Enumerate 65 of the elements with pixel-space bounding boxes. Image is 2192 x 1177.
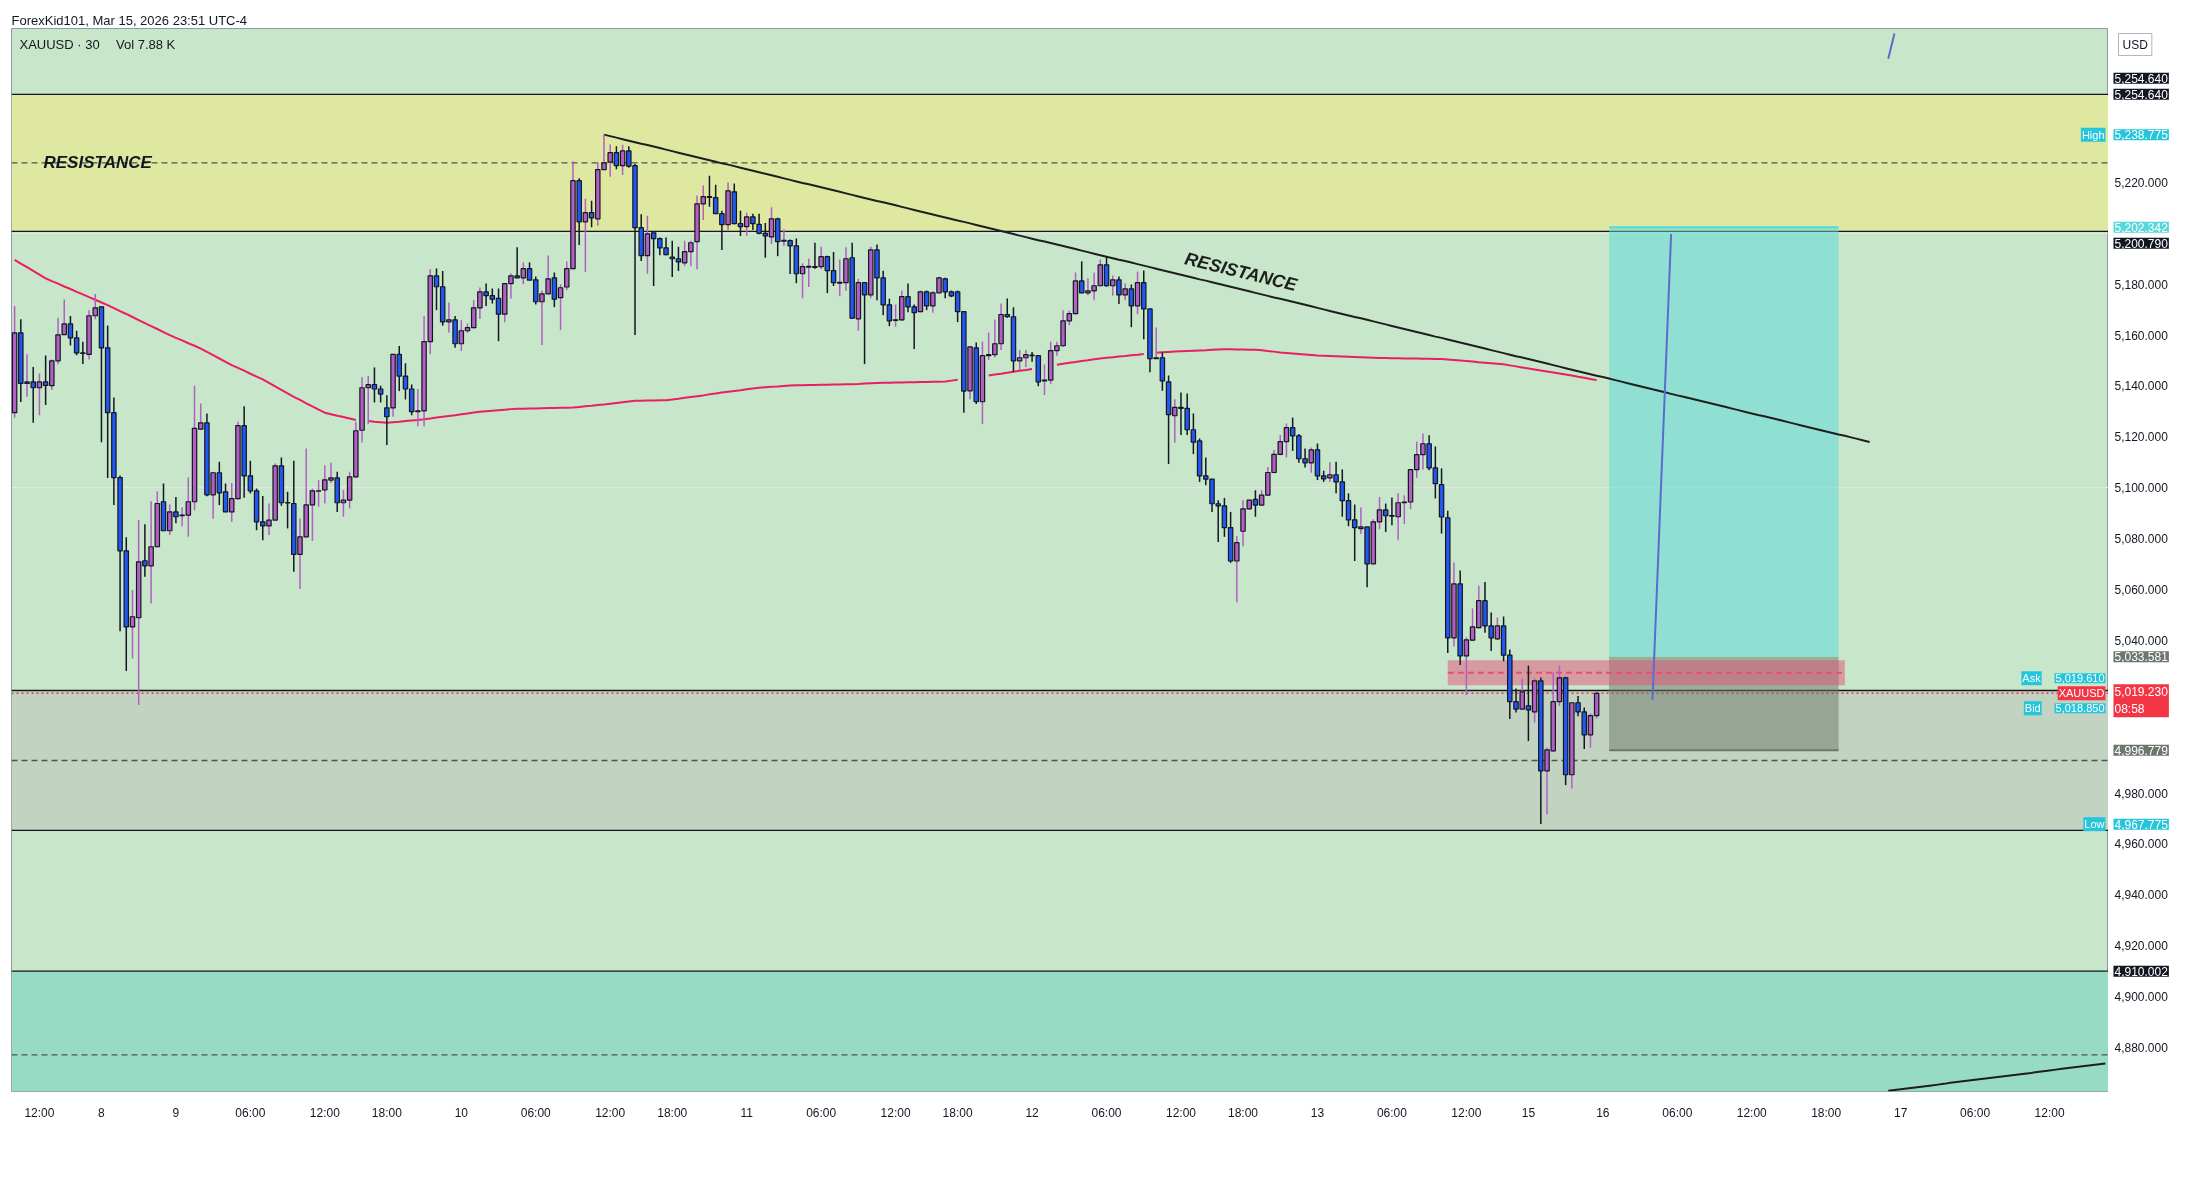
x-tick-label: 12:00 [595, 1105, 626, 1120]
x-tick-label: 18:00 [371, 1105, 403, 1120]
x-tick-label: 17 [1893, 1105, 1908, 1120]
x-tick-label: 18:00 [657, 1105, 688, 1120]
y-tick-label: 5,080.000 [2114, 532, 2169, 547]
y-tick-label: 4,940.000 [2114, 888, 2169, 903]
x-tick-label: 12:00 [1736, 1105, 1768, 1120]
annotation: Ask [2022, 672, 2042, 685]
y-tick-label: 5,238.775 [2114, 128, 2169, 143]
x-tick-label: 9 [172, 1105, 180, 1120]
x-tick-label: 15 [1521, 1105, 1536, 1120]
y-tick-label: 5,160.000 [2114, 328, 2169, 343]
x-tick-label: 12:00 [2034, 1105, 2065, 1120]
x-tick-label: 8 [98, 1105, 106, 1120]
y-tick-label: 5,180.000 [2114, 277, 2169, 292]
x-tick-label: 18:00 [1228, 1105, 1259, 1120]
x-tick-label: 13 [1310, 1105, 1325, 1120]
ref-line-label: 4,910.002 [2114, 964, 2169, 979]
y-tick-label: 4,960.000 [2114, 837, 2169, 852]
x-tick-label: 12:00 [1451, 1105, 1482, 1120]
x-tick-label: 18:00 [942, 1105, 973, 1120]
y-tick-label: 5,254.640 [2114, 87, 2169, 102]
x-tick-label: 06:00 [1960, 1105, 1991, 1120]
annotation: 5,018.850 [2055, 702, 2105, 715]
y-tick-label: 5,120.000 [2114, 430, 2169, 445]
band-label: RESISTANCE [43, 153, 153, 173]
y-tick-label: 4,920.000 [2114, 939, 2169, 954]
x-tick-label: 16 [1596, 1105, 1610, 1120]
y-tick-label: 4,900.000 [2114, 990, 2169, 1005]
y-tick-label: 5,202.342 [2114, 220, 2169, 235]
annotation: Low [2084, 818, 2105, 831]
x-tick-label: 06:00 [1091, 1105, 1122, 1120]
x-tick-label: 12:00 [309, 1105, 341, 1120]
y-axis-title: USD [2122, 37, 2149, 52]
annotation: Bid [2024, 702, 2041, 715]
annotation: XAUUSD [2058, 687, 2105, 700]
chart-title: ForexKid101, Mar 15, 2026 23:51 UTC-4 [11, 12, 248, 28]
y-tick-label: 5,220.000 [2114, 175, 2169, 190]
annotation: Vol 7.88 K [116, 37, 176, 52]
ref-line-label: 5,200.790 [2114, 236, 2169, 251]
y-tick-label: 5,060.000 [2114, 583, 2169, 598]
x-tick-label: 12:00 [1165, 1105, 1197, 1120]
x-tick-label: 06:00 [806, 1105, 837, 1120]
x-tick-label: 10 [454, 1105, 469, 1120]
y-tick-label: 4,980.000 [2114, 786, 2169, 801]
y-tick-label: 4,996.779 [2114, 743, 2169, 758]
x-tick-label: 06:00 [235, 1105, 266, 1120]
x-tick-label: 12 [1025, 1105, 1040, 1120]
x-tick-label: 06:00 [1662, 1105, 1693, 1120]
y-tick-label: 4,880.000 [2114, 1040, 2169, 1055]
ref-line-label: 5,019.230 08:58 [2114, 685, 2169, 717]
y-tick-label: 4,967.775 [2114, 817, 2169, 832]
x-tick-label: 18:00 [1811, 1105, 1842, 1120]
y-tick-label: 5,140.000 [2114, 379, 2169, 394]
annotation: 5,019.610 [2055, 672, 2105, 685]
annotation: High [2081, 128, 2105, 141]
y-tick-label: 5,100.000 [2114, 481, 2169, 496]
x-tick-label: 06:00 [1376, 1105, 1408, 1120]
x-tick-label: 11 [740, 1105, 754, 1120]
x-tick-label: 12:00 [880, 1105, 911, 1120]
x-tick-label: 06:00 [520, 1105, 552, 1120]
y-tick-label: 5,033.581 [2114, 650, 2169, 665]
y-tick-label: 5,040.000 [2114, 633, 2169, 648]
text: XAUUSD · 30 [19, 37, 100, 52]
x-tick-label: 12:00 [24, 1105, 55, 1120]
